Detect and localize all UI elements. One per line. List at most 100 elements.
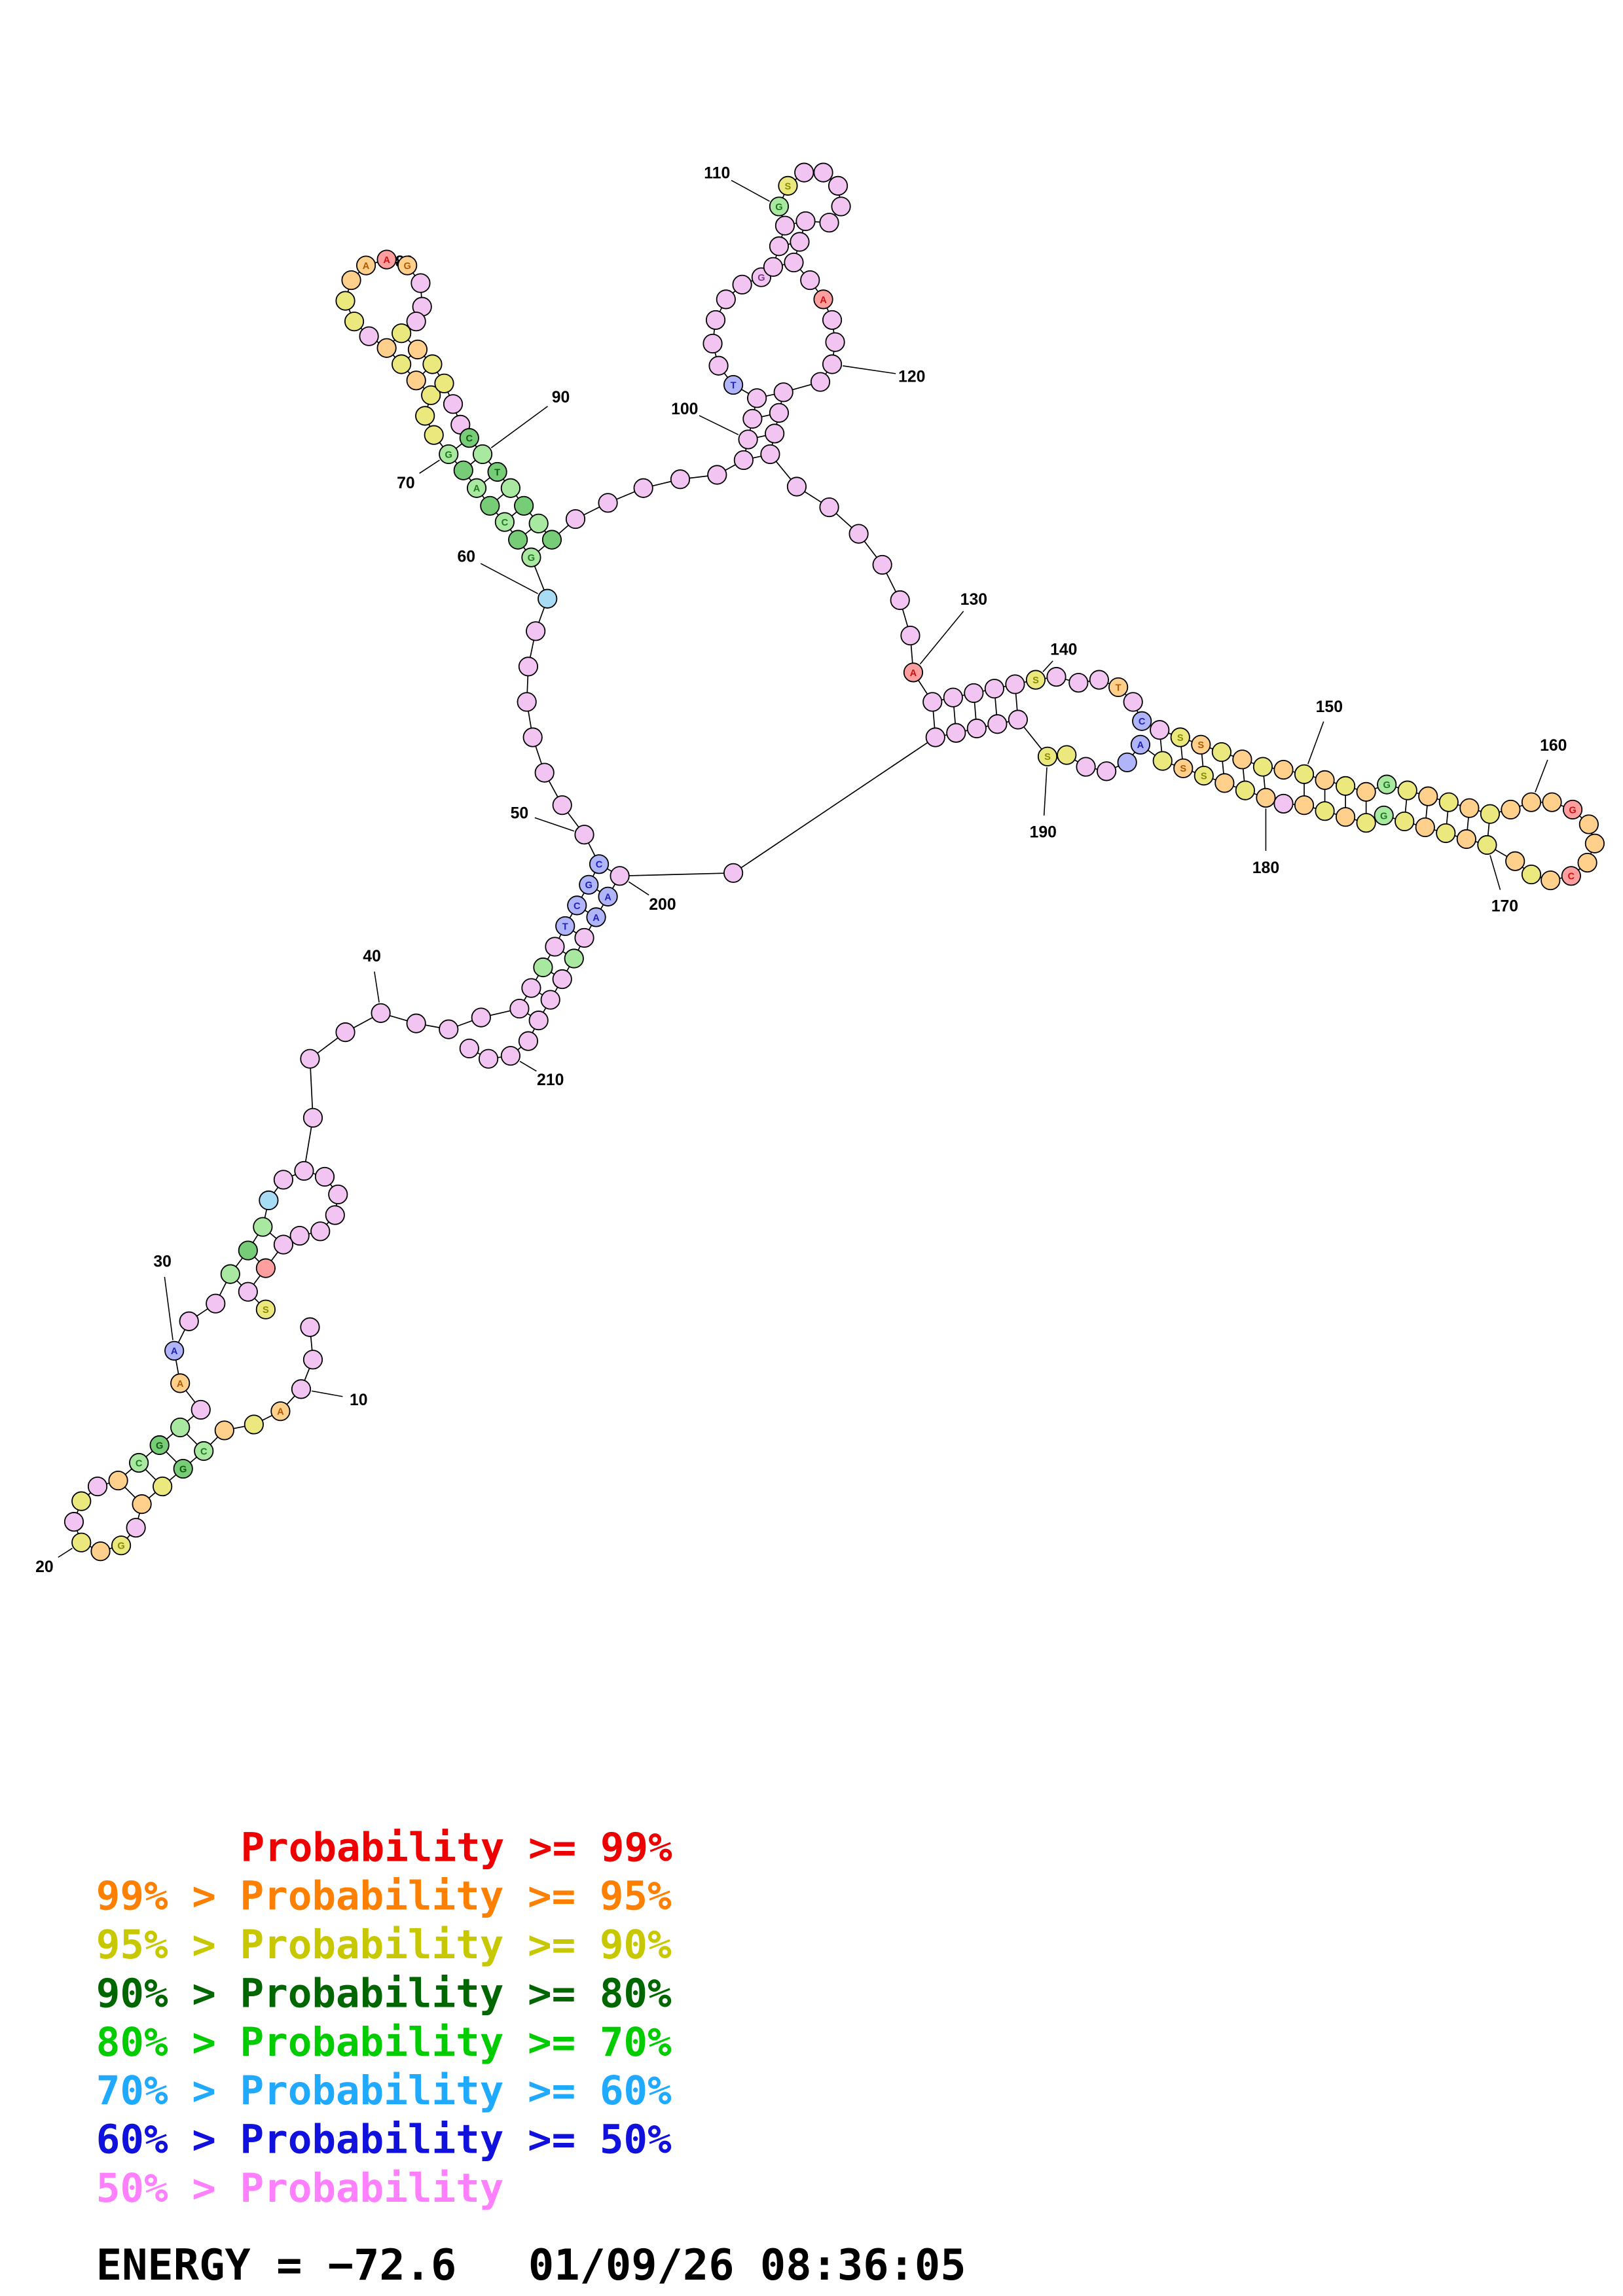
nucleotide	[518, 656, 539, 677]
nucleotide	[341, 270, 361, 291]
nucleotide	[552, 795, 572, 816]
nucleotide	[828, 175, 848, 196]
nucleotide	[238, 1240, 258, 1261]
label-leader-line	[1307, 721, 1324, 764]
nucleotide	[255, 1299, 276, 1319]
nucleotide	[1315, 770, 1335, 790]
nucleotide	[300, 1317, 320, 1337]
nucleotide	[705, 310, 726, 331]
nucleotide	[769, 236, 790, 257]
legend-entry: 99% > Probability >= 95%	[96, 1874, 672, 1920]
nucleotide	[443, 394, 464, 414]
label-leader-line	[164, 1276, 173, 1340]
label-leader-line	[843, 365, 896, 374]
residue-number-label: 200	[649, 896, 676, 914]
nucleotide-letter: G	[757, 273, 765, 283]
nucleotides: ACGGCGAASTCGCGCAGAAGCTTGGSAASTCSSGGCGSSA…	[64, 162, 1605, 1562]
nucleotide	[1108, 677, 1129, 698]
nucleotide-letter: A	[593, 913, 600, 924]
nucleotide	[964, 683, 984, 704]
nucleotide-letter: S	[263, 1305, 269, 1316]
nucleotide	[71, 1532, 92, 1552]
nucleotide	[480, 495, 500, 516]
nucleotide-letter: G	[1569, 805, 1576, 816]
nucleotide	[1395, 811, 1415, 832]
nucleotide	[545, 937, 565, 957]
label-leader-line	[731, 179, 770, 202]
nucleotide	[822, 310, 843, 331]
nucleotide	[359, 326, 379, 346]
nucleotide	[1150, 720, 1170, 740]
nucleotide	[565, 509, 586, 529]
nucleotide	[1521, 792, 1542, 812]
nucleotide	[1577, 852, 1597, 873]
label-leader-line	[480, 563, 539, 594]
legend-entry: 50% > Probability	[96, 2166, 504, 2212]
nucleotide	[540, 990, 560, 1010]
nucleotide	[1273, 793, 1294, 814]
nucleotide	[164, 1340, 185, 1361]
nucleotide	[786, 476, 807, 497]
nucleotide	[610, 866, 630, 886]
nucleotide	[819, 213, 839, 233]
legend-entry: 70% > Probability >= 60%	[96, 2068, 672, 2114]
nucleotide	[707, 465, 727, 485]
nucleotide	[1456, 829, 1476, 850]
nucleotide	[633, 478, 653, 498]
nucleotide	[1076, 757, 1096, 777]
label-leader-line	[628, 881, 649, 896]
nucleotide	[1235, 780, 1255, 800]
nucleotide	[670, 469, 691, 490]
label-leader-line	[699, 415, 739, 435]
nucleotide	[356, 255, 376, 276]
nucleotide	[778, 175, 798, 196]
nucleotide	[1037, 746, 1058, 766]
basepair-rungs	[117, 221, 1491, 1505]
nucleotide	[521, 547, 541, 567]
legend-entry: Probability >= 99%	[241, 1825, 673, 1871]
nucleotide	[765, 423, 785, 444]
nucleotide	[733, 450, 754, 471]
nucleotide-letter: T	[494, 467, 500, 478]
nucleotide	[1542, 792, 1562, 812]
residue-number-label: 150	[1316, 698, 1343, 716]
label-leader-line	[58, 1547, 73, 1558]
nucleotide	[1130, 734, 1151, 755]
residue-number-label: 190	[1030, 824, 1057, 842]
nucleotide	[149, 1435, 170, 1456]
nucleotide	[794, 162, 814, 183]
residue-number-label: 90	[552, 389, 570, 406]
nucleotide	[784, 252, 804, 273]
nucleotide	[191, 1399, 211, 1420]
nucleotide	[1477, 834, 1497, 855]
residue-number-label: 110	[704, 165, 730, 183]
nucleotide-letter: C	[1139, 717, 1146, 727]
nucleotide	[742, 408, 763, 429]
legend-entry: 60% > Probability >= 50%	[96, 2117, 672, 2162]
nucleotide	[270, 1401, 291, 1422]
nucleotide	[1505, 851, 1525, 871]
nucleotide-letter: A	[277, 1407, 284, 1418]
nucleotide	[129, 1452, 149, 1473]
nucleotide	[238, 1282, 258, 1302]
nucleotide	[459, 428, 479, 448]
nucleotide	[1501, 799, 1521, 820]
label-leader-line	[1489, 855, 1501, 890]
nucleotide	[1294, 764, 1315, 784]
nucleotide-letter: C	[574, 901, 581, 912]
nucleotide	[763, 257, 784, 277]
label-leader-line	[519, 1060, 537, 1072]
residue-number-label: 180	[1252, 859, 1279, 877]
nucleotide-letter: G	[1383, 780, 1390, 791]
nucleotide-letter: G	[179, 1464, 187, 1475]
nucleotide	[410, 273, 431, 293]
residue-number-label: 160	[1540, 737, 1567, 755]
nucleotide	[1356, 813, 1376, 833]
nucleotide	[773, 382, 793, 403]
nucleotide	[255, 1258, 276, 1278]
nucleotide-letter: G	[156, 1441, 163, 1451]
residue-number-label: 140	[1050, 641, 1077, 658]
nucleotide-letter: A	[383, 255, 390, 266]
nucleotide	[1480, 804, 1500, 824]
nucleotide-letter: G	[1380, 811, 1387, 821]
